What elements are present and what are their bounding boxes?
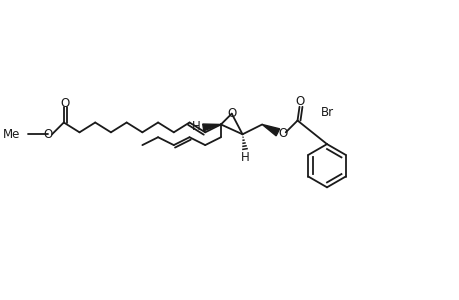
Polygon shape xyxy=(202,124,220,131)
Polygon shape xyxy=(262,124,279,136)
Text: O: O xyxy=(60,97,69,110)
Text: O: O xyxy=(295,95,304,108)
Text: O: O xyxy=(43,128,53,141)
Text: H: H xyxy=(241,152,249,164)
Text: Me: Me xyxy=(3,128,21,141)
Text: Br: Br xyxy=(320,106,333,119)
Text: O: O xyxy=(278,127,287,140)
Text: H: H xyxy=(191,120,200,133)
Text: O: O xyxy=(227,107,236,120)
